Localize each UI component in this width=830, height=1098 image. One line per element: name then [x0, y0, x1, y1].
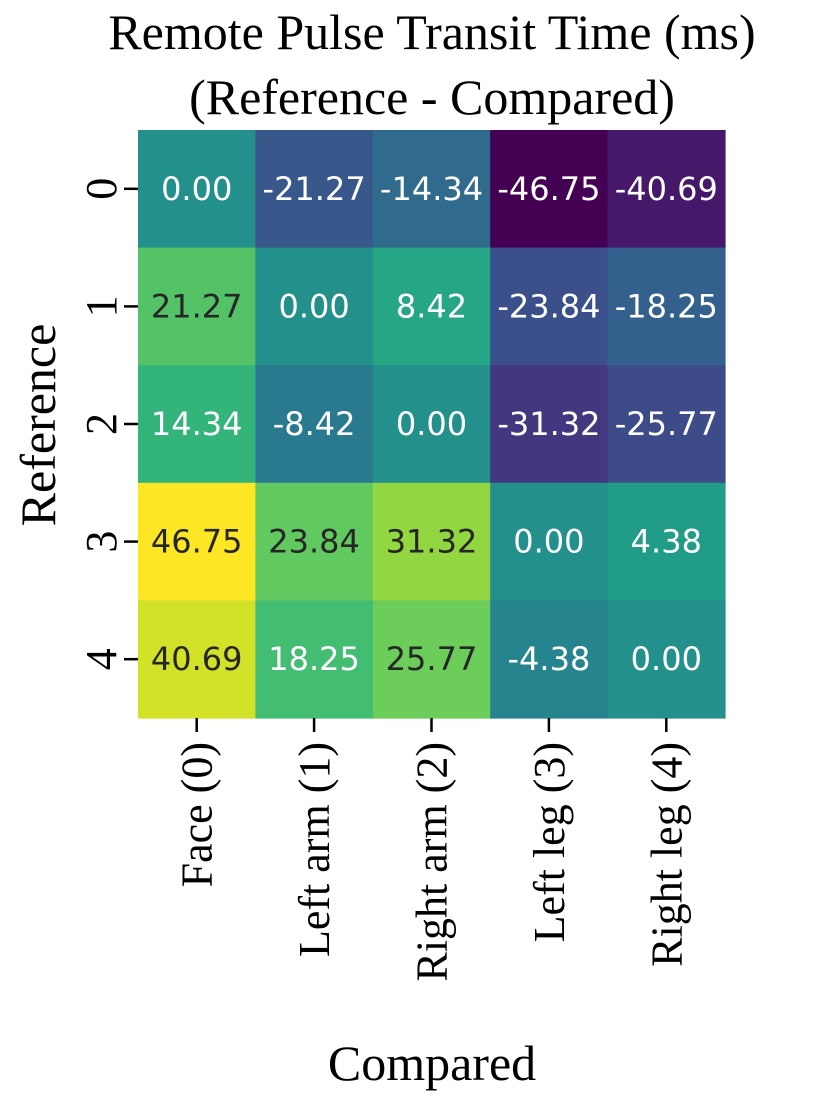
cell-value-r1-c4: -18.25	[615, 287, 718, 325]
cell-value-r1-c3: -23.84	[497, 287, 600, 325]
y-tick-label-0: 0	[77, 178, 126, 200]
y-tick-label-4: 4	[77, 648, 126, 670]
y-axis-ticks: 0 1 2 3 4	[77, 178, 138, 670]
heatmap-cell-r1-c2	[372, 247, 491, 366]
cell-value-r4-c3: -4.38	[508, 640, 591, 678]
cell-value-r0-c2: -14.34	[380, 170, 483, 208]
cell-value-r1-c2: 8.42	[396, 287, 467, 325]
cell-value-r3-c4: 4.38	[631, 523, 702, 561]
x-tick-label-0: Face (0)	[173, 742, 222, 887]
chart-title-line-1: Remote Pulse Transit Time (ms)	[108, 4, 755, 60]
x-tick-label-1: Left arm (1)	[290, 742, 339, 957]
heatmap-cell-labels: 0.00 -21.27 -14.34 -46.75 -40.69 21.27 0.00 8.4…	[151, 170, 718, 678]
cell-value-r0-c3: -46.75	[497, 170, 600, 208]
heatmap-cell-r2-c2	[372, 365, 491, 484]
x-axis-ticks: Face (0) Left arm (1) Right arm (2) Left le…	[173, 718, 691, 982]
heatmap-cell-r3-c2	[372, 482, 491, 601]
heatmap-cell-r0-c3	[490, 130, 609, 249]
y-tick-label-3: 3	[77, 531, 126, 553]
cell-value-r1-c0: 21.27	[151, 287, 243, 325]
heatmap-cell-r2-c0	[138, 365, 256, 484]
cell-value-r2-c3: -31.32	[497, 405, 600, 443]
heatmap-cell-r2-c1	[255, 365, 374, 484]
heatmap-cell-r1-c0	[138, 247, 256, 366]
heatmap-cell-r0-c0	[138, 130, 256, 249]
cell-value-r0-c4: -40.69	[615, 170, 718, 208]
chart-title-line-2: (Reference - Compared)	[189, 69, 675, 125]
y-tick-label-2: 2	[77, 413, 126, 435]
heatmap-cell-r3-c1	[255, 482, 374, 601]
heatmap-cell-r2-c4	[607, 365, 726, 484]
cell-value-r4-c0: 40.69	[151, 640, 243, 678]
x-tick-label-4: Right leg (4)	[642, 742, 691, 967]
heatmap-cell-r4-c3	[490, 600, 609, 719]
chart-title: Remote Pulse Transit Time (ms) (Referenc…	[108, 4, 755, 125]
heatmap-cell-r0-c2	[372, 130, 491, 249]
cell-value-r2-c4: -25.77	[615, 405, 718, 443]
cell-value-r4-c4: 0.00	[631, 640, 702, 678]
cell-value-r3-c0: 46.75	[151, 523, 243, 561]
heatmap-cell-r3-c4	[607, 482, 726, 601]
cell-value-r2-c1: -8.42	[273, 405, 356, 443]
x-axis-label: Compared	[328, 1035, 536, 1091]
cell-value-r4-c2: 25.77	[386, 640, 478, 678]
y-tick-label-1: 1	[77, 295, 126, 317]
cell-value-r3-c3: 0.00	[513, 523, 584, 561]
heatmap-cell-r4-c0	[138, 600, 256, 719]
cell-value-r1-c1: 0.00	[278, 287, 349, 325]
cell-value-r2-c0: 14.34	[151, 405, 243, 443]
heatmap-cell-r1-c1	[255, 247, 374, 366]
heatmap-cell-r1-c4	[607, 247, 726, 366]
cell-value-r4-c1: 18.25	[268, 640, 360, 678]
heatmap-cell-r4-c2	[372, 600, 491, 719]
heatmap-cell-r2-c3	[490, 365, 609, 484]
y-axis-label: Reference	[10, 324, 66, 527]
cell-value-r0-c1: -21.27	[263, 170, 366, 208]
heatmap-cell-r0-c1	[255, 130, 374, 249]
cell-value-r3-c1: 23.84	[268, 523, 360, 561]
heatmap-cell-r4-c1	[255, 600, 374, 719]
cell-value-r3-c2: 31.32	[386, 523, 478, 561]
x-tick-label-2: Right arm (2)	[408, 742, 457, 982]
cell-value-r0-c0: 0.00	[161, 170, 232, 208]
heatmap-cells	[138, 130, 726, 719]
heatmap-cell-r4-c4	[607, 600, 726, 719]
heatmap-cell-r1-c3	[490, 247, 609, 366]
heatmap-cell-r3-c0	[138, 482, 256, 601]
heatmap-cell-r0-c4	[607, 130, 726, 249]
cell-value-r2-c2: 0.00	[396, 405, 467, 443]
x-tick-label-3: Left leg (3)	[525, 742, 574, 942]
heatmap-cell-r3-c3	[490, 482, 609, 601]
